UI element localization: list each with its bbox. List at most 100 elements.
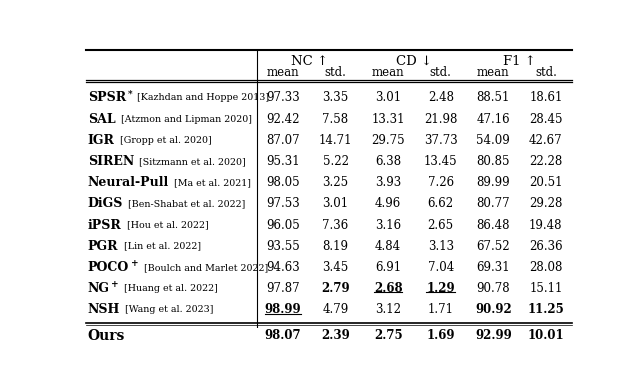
Text: F1 ↑: F1 ↑ — [503, 55, 536, 68]
Text: mean: mean — [477, 66, 509, 79]
Text: 26.36: 26.36 — [529, 240, 563, 253]
Text: +: + — [111, 280, 119, 289]
Text: 14.71: 14.71 — [319, 134, 352, 147]
Text: 86.48: 86.48 — [477, 218, 510, 231]
Text: 10.01: 10.01 — [527, 329, 564, 342]
Text: 97.87: 97.87 — [266, 282, 300, 295]
Text: 1.69: 1.69 — [426, 329, 455, 342]
Text: 13.45: 13.45 — [424, 155, 458, 168]
Text: 5.22: 5.22 — [323, 155, 349, 168]
Text: 80.85: 80.85 — [477, 155, 510, 168]
Text: [Hou et al. 2022]: [Hou et al. 2022] — [124, 221, 209, 230]
Text: 97.33: 97.33 — [266, 92, 300, 104]
Text: 2.65: 2.65 — [428, 218, 454, 231]
Text: 29.28: 29.28 — [529, 197, 563, 210]
Text: +: + — [131, 259, 138, 268]
Text: 6.38: 6.38 — [375, 155, 401, 168]
Text: 6.91: 6.91 — [375, 261, 401, 274]
Text: 3.25: 3.25 — [323, 176, 349, 189]
Text: NC ↑: NC ↑ — [291, 55, 328, 68]
Text: mean: mean — [267, 66, 300, 79]
Text: 2.68: 2.68 — [374, 282, 403, 295]
Text: 98.99: 98.99 — [265, 303, 301, 316]
Text: 90.78: 90.78 — [476, 282, 510, 295]
Text: [Ben-Shabat et al. 2022]: [Ben-Shabat et al. 2022] — [125, 199, 246, 208]
Text: Ours: Ours — [88, 329, 125, 343]
Text: 94.63: 94.63 — [266, 261, 300, 274]
Text: 28.45: 28.45 — [529, 113, 563, 126]
Text: 7.58: 7.58 — [323, 113, 349, 126]
Text: [Huang et al. 2022]: [Huang et al. 2022] — [121, 284, 218, 293]
Text: 92.99: 92.99 — [475, 329, 511, 342]
Text: [Gropp et al. 2020]: [Gropp et al. 2020] — [117, 136, 212, 145]
Text: [Lin et al. 2022]: [Lin et al. 2022] — [120, 242, 201, 251]
Text: 15.11: 15.11 — [529, 282, 563, 295]
Text: 42.67: 42.67 — [529, 134, 563, 147]
Text: CD ↓: CD ↓ — [396, 55, 433, 68]
Text: 8.19: 8.19 — [323, 240, 349, 253]
Text: 37.73: 37.73 — [424, 134, 458, 147]
Text: SPSR: SPSR — [88, 92, 126, 104]
Text: [Boulch and Marlet 2022]: [Boulch and Marlet 2022] — [141, 263, 268, 272]
Text: 98.05: 98.05 — [266, 176, 300, 189]
Text: 28.08: 28.08 — [529, 261, 563, 274]
Text: std.: std. — [535, 66, 557, 79]
Text: 54.09: 54.09 — [476, 134, 510, 147]
Text: 4.96: 4.96 — [375, 197, 401, 210]
Text: 69.31: 69.31 — [476, 261, 510, 274]
Text: 2.79: 2.79 — [321, 282, 350, 295]
Text: 3.01: 3.01 — [375, 92, 401, 104]
Text: 92.42: 92.42 — [266, 113, 300, 126]
Text: NSH: NSH — [88, 303, 120, 316]
Text: IGR: IGR — [88, 134, 115, 147]
Text: 88.51: 88.51 — [477, 92, 510, 104]
Text: 3.13: 3.13 — [428, 240, 454, 253]
Text: *: * — [127, 90, 132, 99]
Text: [Sitzmann et al. 2020]: [Sitzmann et al. 2020] — [136, 157, 246, 166]
Text: std.: std. — [430, 66, 452, 79]
Text: 93.55: 93.55 — [266, 240, 300, 253]
Text: [Ma et al. 2021]: [Ma et al. 2021] — [172, 178, 252, 187]
Text: 18.61: 18.61 — [529, 92, 563, 104]
Text: [Wang et al. 2023]: [Wang et al. 2023] — [122, 305, 214, 314]
Text: 21.98: 21.98 — [424, 113, 458, 126]
Text: NG: NG — [88, 282, 109, 295]
Text: 89.99: 89.99 — [476, 176, 510, 189]
Text: mean: mean — [372, 66, 404, 79]
Text: SIREN: SIREN — [88, 155, 134, 168]
Text: Neural-Pull: Neural-Pull — [88, 176, 169, 189]
Text: iPSR: iPSR — [88, 218, 122, 231]
Text: 3.16: 3.16 — [375, 218, 401, 231]
Text: [Kazhdan and Hoppe 2013]: [Kazhdan and Hoppe 2013] — [134, 93, 269, 103]
Text: SAL: SAL — [88, 113, 115, 126]
Text: 80.77: 80.77 — [476, 197, 510, 210]
Text: DiGS: DiGS — [88, 197, 123, 210]
Text: 7.36: 7.36 — [323, 218, 349, 231]
Text: 7.26: 7.26 — [428, 176, 454, 189]
Text: 67.52: 67.52 — [476, 240, 510, 253]
Text: 3.01: 3.01 — [323, 197, 349, 210]
Text: 4.79: 4.79 — [323, 303, 349, 316]
Text: 3.12: 3.12 — [375, 303, 401, 316]
Text: 11.25: 11.25 — [527, 303, 564, 316]
Text: 2.39: 2.39 — [321, 329, 350, 342]
Text: 90.92: 90.92 — [475, 303, 511, 316]
Text: 19.48: 19.48 — [529, 218, 563, 231]
Text: [Atzmon and Lipman 2020]: [Atzmon and Lipman 2020] — [118, 115, 252, 124]
Text: 7.04: 7.04 — [428, 261, 454, 274]
Text: 47.16: 47.16 — [476, 113, 510, 126]
Text: 87.07: 87.07 — [266, 134, 300, 147]
Text: 97.53: 97.53 — [266, 197, 300, 210]
Text: 3.45: 3.45 — [323, 261, 349, 274]
Text: 2.48: 2.48 — [428, 92, 454, 104]
Text: 13.31: 13.31 — [371, 113, 405, 126]
Text: 20.51: 20.51 — [529, 176, 563, 189]
Text: 95.31: 95.31 — [266, 155, 300, 168]
Text: 96.05: 96.05 — [266, 218, 300, 231]
Text: 4.84: 4.84 — [375, 240, 401, 253]
Text: 1.71: 1.71 — [428, 303, 454, 316]
Text: 2.75: 2.75 — [374, 329, 403, 342]
Text: 3.93: 3.93 — [375, 176, 401, 189]
Text: 98.07: 98.07 — [265, 329, 301, 342]
Text: 3.35: 3.35 — [323, 92, 349, 104]
